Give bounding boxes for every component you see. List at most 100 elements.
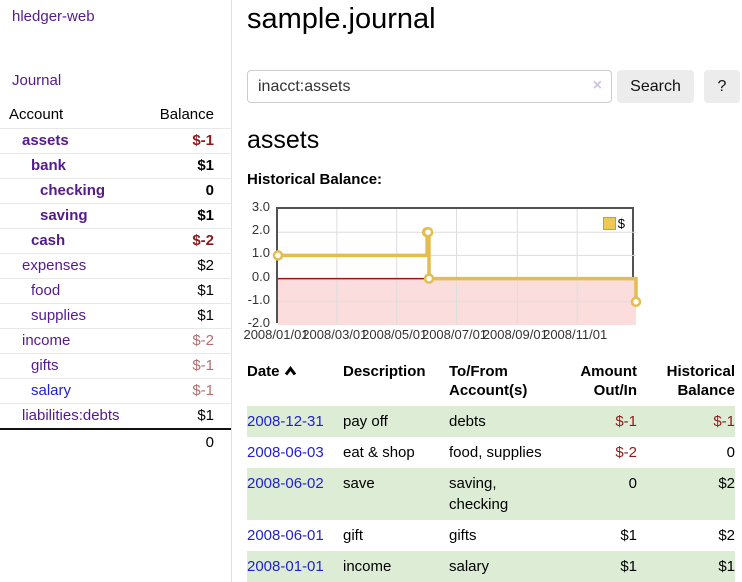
account-link[interactable]: checking (40, 182, 106, 199)
account-link[interactable]: expenses (22, 257, 87, 274)
y-tick-label: 2.0 (251, 222, 270, 238)
account-heading: assets (247, 126, 320, 154)
account-balance: $-1 (192, 357, 214, 374)
transaction-description: income (343, 558, 392, 575)
register-header-row: Date Description To/From Account(s) Amou… (247, 362, 735, 406)
account-link[interactable]: income (22, 332, 71, 349)
register-row: 2008-06-01 gift gifts $1 $2 (247, 520, 735, 551)
accounts-table: Account Balance assets $-1 bank $1 check… (0, 102, 231, 456)
account-balance: $1 (197, 282, 214, 299)
legend-label: $ (617, 216, 625, 231)
account-balance: $-2 (192, 332, 214, 349)
account-link[interactable]: gifts (31, 357, 59, 374)
transaction-accounts: gifts (449, 527, 477, 544)
account-link[interactable]: cash (31, 232, 66, 249)
transaction-date-link[interactable]: 2008-12-31 (247, 413, 324, 430)
transaction-amount: 0 (628, 475, 637, 492)
account-row: cash $-2 (0, 228, 231, 254)
transaction-balance: 0 (726, 444, 735, 461)
account-row: supplies $1 (0, 303, 231, 329)
accounts-total-row: 0 (0, 429, 231, 456)
accounts-header-row: Account Balance (0, 102, 231, 129)
transaction-description: gift (343, 527, 364, 544)
y-tick-label: -2.0 (247, 315, 270, 330)
transaction-description: pay off (343, 413, 388, 430)
transaction-date-link[interactable]: 2008-06-02 (247, 475, 324, 492)
account-row: checking 0 (0, 178, 231, 204)
transaction-accounts: food, supplies (449, 444, 542, 461)
account-link[interactable]: supplies (31, 307, 87, 324)
sort-ascending-icon (284, 366, 296, 376)
x-axis-labels: 2008/01/01 2008/03/01 2008/05/01 2008/07/01… (243, 327, 634, 343)
transaction-description: save (343, 475, 375, 492)
transaction-accounts: saving, checking (449, 475, 509, 513)
transaction-balance: $-1 (713, 413, 735, 430)
account-link[interactable]: food (31, 282, 61, 299)
page-title: sample.journal (247, 3, 436, 35)
balance-chart-svg (272, 209, 642, 325)
account-balance: $1 (197, 407, 214, 424)
transaction-amount: $-2 (615, 444, 637, 461)
register-table: Date Description To/From Account(s) Amou… (247, 362, 735, 582)
chart-legend: $ (602, 216, 625, 231)
sidebar: hledger-web Journal Account Balance asse… (0, 0, 232, 582)
search-input[interactable] (247, 70, 612, 103)
x-tick-label: 2008/03/01 (302, 327, 368, 342)
account-link[interactable]: liabilities:debts (22, 407, 120, 424)
account-balance: $-1 (192, 382, 214, 399)
account-row: income $-2 (0, 328, 231, 354)
transaction-amount: $1 (620, 558, 637, 575)
account-row: liabilities:debts $1 (0, 403, 231, 430)
search-button[interactable]: Search (617, 70, 694, 103)
help-button[interactable]: ? (704, 70, 740, 103)
account-link[interactable]: salary (31, 382, 72, 399)
app-title-link[interactable]: hledger-web (12, 8, 95, 25)
x-tick-label: 2008/09/01 (482, 327, 548, 342)
account-row: food $1 (0, 278, 231, 304)
column-header-balance: Historical Balance (666, 363, 735, 399)
transaction-accounts: salary (449, 558, 490, 575)
transaction-date-link[interactable]: 2008-06-03 (247, 444, 324, 461)
account-link[interactable]: bank (31, 157, 67, 174)
transaction-amount: $1 (620, 527, 637, 544)
account-balance: $1 (197, 307, 214, 324)
account-row: expenses $2 (0, 253, 231, 279)
y-tick-label: -1.0 (247, 291, 270, 307)
transaction-amount: $-1 (615, 413, 637, 430)
y-tick-label: 0.0 (251, 268, 270, 284)
transaction-balance: $2 (718, 527, 735, 544)
chart-title: Historical Balance: (247, 171, 383, 188)
account-link[interactable]: assets (22, 132, 69, 149)
account-link[interactable]: saving (40, 207, 88, 224)
legend-swatch-icon (602, 217, 616, 230)
account-balance: 0 (205, 182, 214, 199)
column-header-description: Description (343, 363, 426, 380)
x-tick-label: 2008/01/01 (243, 327, 309, 342)
clear-search-icon[interactable]: × (592, 77, 602, 94)
balance-chart: $ (272, 207, 642, 325)
column-header-accounts: To/From Account(s) (449, 363, 528, 399)
x-tick-label: 2008/05/01 (362, 327, 428, 342)
accounts-total-balance: 0 (205, 434, 214, 451)
y-tick-label: 3.0 (251, 199, 270, 214)
search-form: × Search ? (247, 70, 740, 103)
register-row: 2008-01-01 income salary $1 $1 (247, 551, 735, 582)
accounts-header-account: Account (9, 106, 64, 123)
x-tick-label: 2008/11/01 (543, 327, 608, 342)
account-row: salary $-1 (0, 378, 231, 404)
sidebar-item-journal[interactable]: Journal (12, 72, 62, 89)
register-row: 2008-12-31 pay off debts $-1 $-1 (247, 406, 735, 437)
transaction-balance: $2 (718, 475, 735, 492)
account-balance: $2 (197, 257, 214, 274)
column-header-amount: Amount Out/In (580, 363, 637, 399)
y-tick-label: 1.0 (251, 245, 270, 261)
account-row: saving $1 (0, 203, 231, 229)
y-axis-labels: 3.0 2.0 1.0 0.0 -1.0 -2.0 (232, 199, 270, 330)
transaction-date-link[interactable]: 2008-01-01 (247, 558, 324, 575)
column-header-date[interactable]: Date (247, 362, 343, 406)
x-tick-label: 2008/07/01 (421, 327, 488, 342)
account-row: bank $1 (0, 153, 231, 179)
transaction-date-link[interactable]: 2008-06-01 (247, 527, 324, 544)
register-row: 2008-06-03 eat & shop food, supplies $-2… (247, 437, 735, 468)
